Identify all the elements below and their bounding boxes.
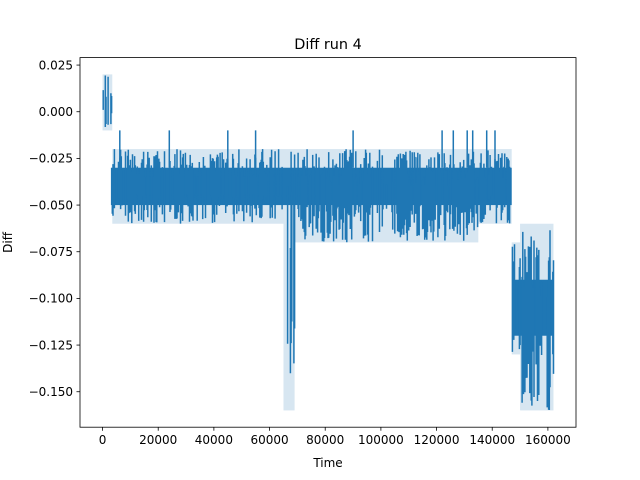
x-tick-label: 20000 — [139, 433, 177, 447]
plot-frame — [79, 57, 577, 428]
chart-title: Diff run 4 — [294, 37, 361, 53]
x-tick-label: 80000 — [306, 433, 344, 447]
series-envelope — [283, 149, 295, 411]
y-axis-label: Diff — [1, 231, 15, 253]
series-line — [102, 74, 555, 411]
y-tick-label: −0.125 — [29, 338, 73, 352]
x-tick-label: 140000 — [469, 433, 515, 447]
y-tick-label: −0.075 — [29, 245, 73, 259]
plot-area — [80, 57, 576, 428]
series-trace — [102, 75, 555, 410]
series-spikes — [119, 130, 496, 168]
data-layer — [102, 74, 555, 411]
x-tick-label: 160000 — [525, 433, 571, 447]
x-tick-label: 120000 — [414, 433, 460, 447]
y-tick-label: 0.025 — [39, 58, 73, 72]
y-tick-label: −0.025 — [29, 152, 73, 166]
x-axis-label: Time — [312, 456, 342, 470]
y-tick-label: 0.000 — [39, 105, 73, 119]
y-tick-label: −0.150 — [29, 385, 73, 399]
x-tick-label: 100000 — [358, 433, 404, 447]
x-tick-label: 40000 — [195, 433, 233, 447]
y-tick-label: −0.050 — [29, 198, 73, 212]
y-axis: 0.025 0.000 −0.025 −0.050 −0.075 −0.100 −0.125… — [29, 58, 80, 399]
y-tick-label: −0.100 — [29, 292, 73, 306]
x-tick-label: 0 — [99, 433, 107, 447]
x-axis: 0 20000 40000 60000 80000 100000 120000 140000 1… — [99, 427, 571, 447]
x-tick-label: 60000 — [250, 433, 288, 447]
